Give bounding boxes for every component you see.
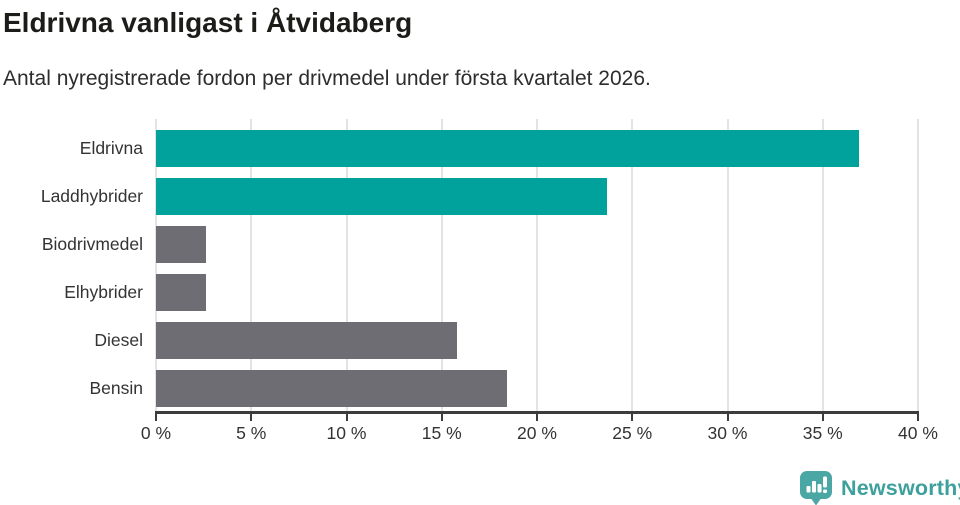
axis-tick — [345, 411, 348, 421]
x-tick-label: 35 % — [802, 423, 843, 443]
category-label-diesel: Diesel — [94, 330, 143, 350]
chart-title: Eldrivna vanligast i Åtvidaberg — [3, 7, 413, 38]
category-label-bensin: Bensin — [89, 378, 143, 398]
axis-tick — [155, 411, 157, 421]
newsworthy-logo-text: Newsworthy — [841, 475, 960, 500]
bar-elhybrider — [156, 274, 206, 311]
bar-diesel — [156, 322, 457, 359]
category-label-biodrivmedel: Biodrivmedel — [41, 234, 143, 254]
newsworthy-speech-bubble-bar-chart-icon — [800, 471, 832, 505]
gridline — [345, 119, 348, 412]
x-tick-label: 25 % — [612, 423, 653, 443]
category-label-laddhybrider: Laddhybrider — [40, 186, 143, 206]
gridline — [821, 119, 824, 412]
x-tick-label: 40 % — [898, 423, 938, 443]
x-tick-label: 30 % — [707, 423, 748, 443]
newsworthy-logo: Newsworthy — [799, 470, 960, 505]
axis-tick — [726, 411, 729, 421]
gridline — [917, 119, 919, 412]
x-tick-label: 10 % — [326, 423, 367, 443]
x-tick-label: 0 % — [140, 423, 172, 443]
gridline — [250, 119, 253, 412]
bar-laddhybrider — [156, 178, 608, 215]
x-tick-label: 15 % — [421, 423, 462, 443]
gridline — [726, 119, 729, 412]
bar-bensin — [156, 370, 507, 407]
plot-area — [155, 119, 919, 412]
axis-tick — [917, 411, 919, 421]
axis-tick — [250, 411, 253, 421]
category-label-eldrivna: Eldrivna — [79, 138, 143, 158]
axis-tick — [536, 411, 538, 421]
x-tick-label: 20 % — [517, 423, 557, 443]
bar-biodrivmedel — [156, 226, 206, 263]
gridline — [440, 119, 443, 412]
bar-eldrivna — [156, 130, 859, 167]
x-tick-label: 5 % — [236, 423, 267, 443]
axis-tick — [631, 411, 634, 421]
category-label-elhybrider: Elhybrider — [64, 282, 143, 302]
category-labels: Eldrivna Laddhybrider Biodrivmedel Elhybrid… — [0, 119, 143, 412]
axis-tick — [440, 411, 443, 421]
gridline — [155, 119, 157, 412]
gridline — [536, 119, 538, 412]
axis-tick — [821, 411, 824, 421]
chart-subtitle: Antal nyregistrerade fordon per drivmede… — [3, 67, 651, 90]
gridline — [631, 119, 634, 412]
